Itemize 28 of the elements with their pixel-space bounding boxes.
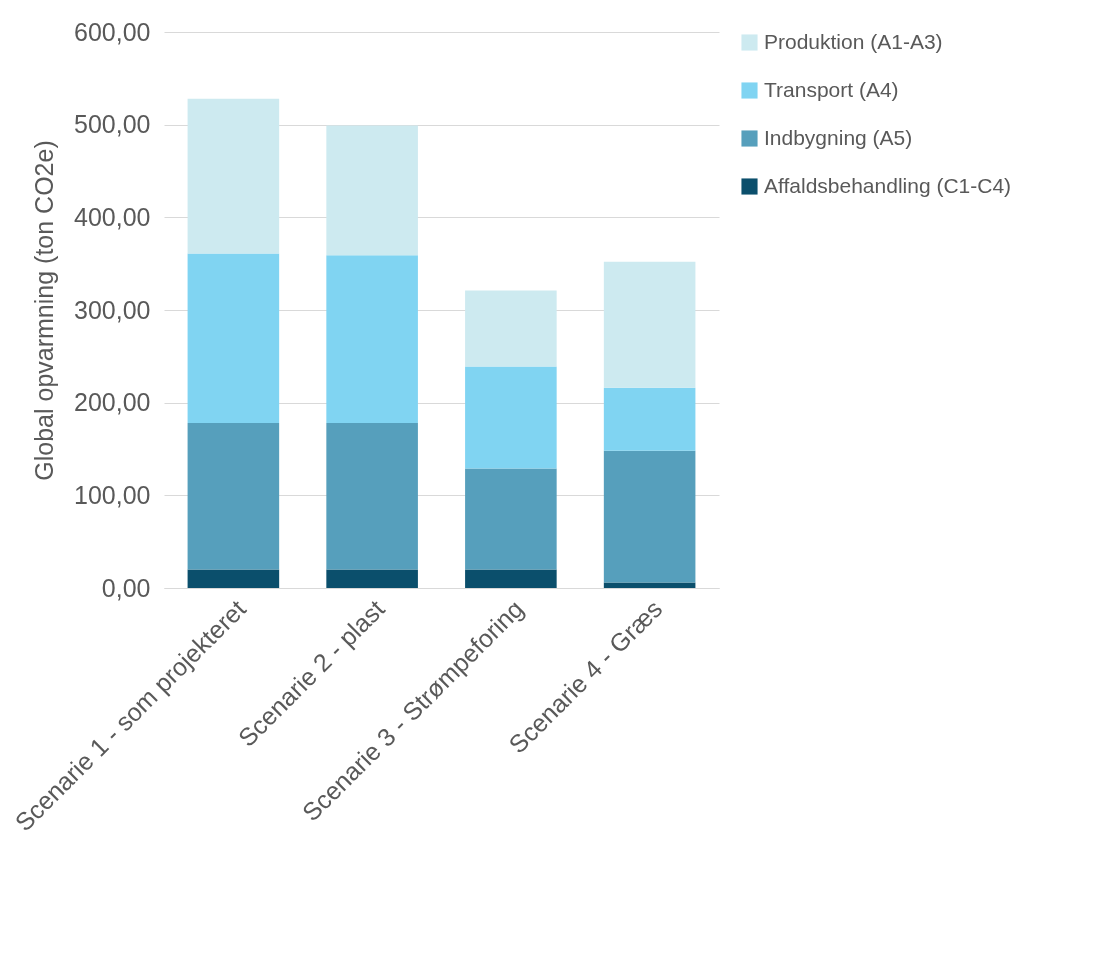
legend-label: Affaldsbehandling (C1-C4) bbox=[764, 173, 1012, 197]
bar bbox=[187, 569, 280, 588]
bar bbox=[603, 582, 696, 588]
bar bbox=[465, 569, 557, 588]
y-tick-label: 200,00 bbox=[74, 388, 151, 417]
bar bbox=[326, 125, 418, 256]
y-tick-label: 400,00 bbox=[74, 202, 151, 231]
legend-label: Transport (A4) bbox=[764, 77, 899, 101]
y-tick-label: 0,00 bbox=[101, 573, 151, 602]
bar bbox=[603, 450, 696, 583]
bar bbox=[326, 423, 418, 570]
bar bbox=[187, 98, 280, 254]
bar bbox=[465, 468, 557, 570]
y-tick-label: 100,00 bbox=[74, 480, 151, 509]
bar bbox=[465, 366, 557, 469]
y-tick-label: 600,00 bbox=[74, 17, 151, 46]
bar bbox=[326, 255, 418, 424]
bar bbox=[603, 387, 696, 451]
bar bbox=[603, 261, 696, 388]
y-tick-label: 300,00 bbox=[74, 295, 151, 324]
bar bbox=[187, 253, 280, 424]
bar bbox=[187, 423, 280, 570]
y-tick-label: 500,00 bbox=[74, 110, 151, 139]
bar bbox=[465, 290, 557, 367]
y-axis-title: Global opvarmning (ton CO2e) bbox=[30, 140, 59, 481]
bar bbox=[326, 569, 418, 588]
legend-label: Produktion (A1-A3) bbox=[764, 29, 943, 53]
legend-label: Indbygning (A5) bbox=[764, 125, 913, 149]
